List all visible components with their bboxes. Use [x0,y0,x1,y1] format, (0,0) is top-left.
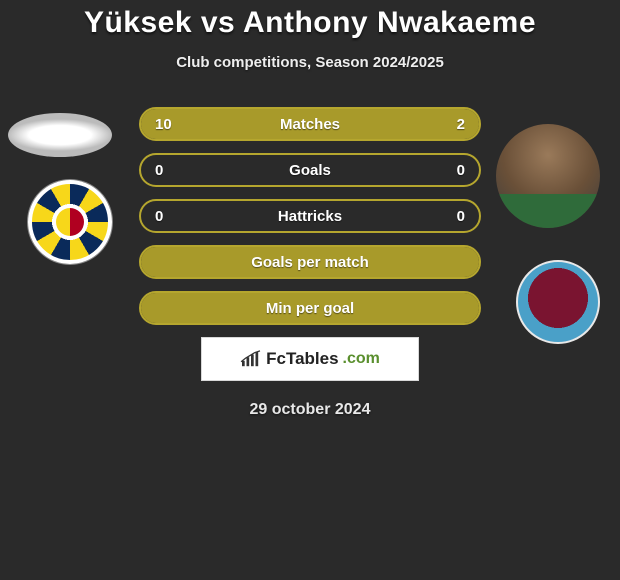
stat-row: 0 0 Goals [139,153,481,187]
branding-site: FcTables [266,349,338,369]
subtitle: Club competitions, Season 2024/2025 [0,54,620,71]
stat-row: Goals per match [139,245,481,279]
stat-label: Hattricks [278,208,342,225]
stats-area: 10 2 Matches 0 0 Goals 0 0 Hattricks Goals per ma… [0,107,620,325]
title: Yüksek vs Anthony Nwakaeme [0,6,620,40]
stat-label: Goals per match [251,254,369,271]
stat-row: 10 2 Matches [139,107,481,141]
player2-name: Anthony Nwakaeme [243,6,536,39]
stat-label: Min per goal [266,300,354,317]
stat-value-left: 0 [155,208,163,225]
chart-icon [240,350,262,368]
player1-name: Yüksek [84,6,192,39]
stat-row: 0 0 Hattricks [139,199,481,233]
branding: FcTables .com [201,337,419,381]
stat-row: Min per goal [139,291,481,325]
branding-domain: .com [343,350,380,368]
comparison-card: Yüksek vs Anthony Nwakaeme Club competit… [0,0,620,580]
stat-value-left: 0 [155,162,163,179]
vs-label: vs [201,6,235,39]
stat-value-right: 0 [457,162,465,179]
stat-fill-right [422,109,479,139]
stat-value-right: 0 [457,208,465,225]
date: 29 october 2024 [0,401,620,419]
stat-value-left: 10 [155,116,172,133]
stat-label: Matches [280,116,340,133]
stat-value-right: 2 [457,116,465,133]
stat-label: Goals [289,162,331,179]
